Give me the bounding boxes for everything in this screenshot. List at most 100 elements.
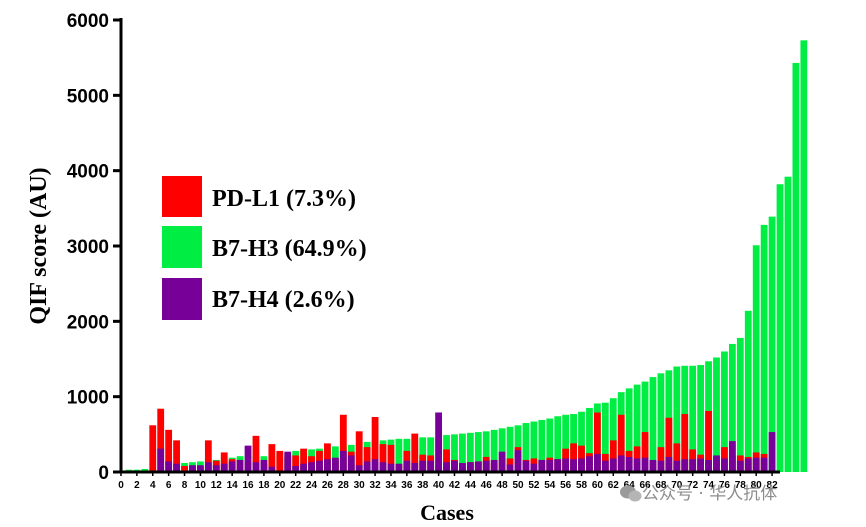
x-tick-label-70: 70: [671, 480, 683, 491]
bar-b7-h4-case-77: [728, 441, 736, 472]
bar-pd-l1-case-4: [149, 425, 157, 472]
bar-b7-h4-case-47: [490, 459, 498, 472]
x-tick-label-22: 22: [290, 480, 302, 491]
x-tick-label-36: 36: [401, 480, 413, 491]
bar-b7-h3-case-47: [490, 429, 498, 472]
x-tick-label-72: 72: [687, 480, 699, 491]
x-tick-label-74: 74: [703, 480, 715, 491]
x-tick-label-4: 4: [150, 480, 156, 491]
bar-b7-h4-case-69: [665, 456, 673, 472]
x-tick-label-48: 48: [497, 480, 509, 491]
x-tick-label-76: 76: [719, 480, 731, 491]
x-tick-label-16: 16: [242, 480, 254, 491]
bar-b7-h3-case-51: [522, 423, 530, 472]
bar-pd-l1-case-37: [411, 433, 419, 472]
bar-b7-h4-case-21: [284, 451, 292, 472]
x-tick-label-60: 60: [592, 480, 604, 491]
x-tick-label-0: 0: [118, 480, 124, 491]
bar-b7-h4-case-52: [530, 463, 538, 472]
legend-swatch-b7-h3: [162, 226, 202, 268]
bar-b7-h3-case-54: [546, 418, 554, 472]
bar-b7-h4-case-68: [657, 460, 665, 472]
bar-b7-h4-case-79: [744, 458, 752, 472]
bar-b7-h4-case-61: [601, 460, 609, 472]
x-tick-label-28: 28: [338, 480, 350, 491]
bar-b7-h4-case-26: [324, 459, 331, 472]
bar-b7-h4-case-51: [522, 460, 530, 472]
x-axis-title: Cases: [420, 500, 474, 525]
bar-b7-h3-case-49: [506, 426, 514, 472]
bar-b7-h4-case-31: [363, 461, 371, 472]
bar-pd-l1-case-70: [673, 443, 681, 472]
y-tick-label-3000: 3000: [67, 237, 109, 258]
bar-b7-h3-case-76: [721, 351, 728, 472]
legend-swatch-pd-l1: [162, 176, 202, 217]
y-tick-label-0: 0: [98, 463, 109, 484]
bar-b7-h3-case-35: [395, 438, 403, 472]
x-tick-label-52: 52: [528, 480, 540, 491]
legend-label-b7-h4: B7-H4 (2.6%): [212, 287, 355, 313]
bar-b7-h4-case-11: [204, 462, 212, 472]
bar-b7-h3-case-64: [625, 388, 633, 472]
bar-pd-l1-case-19: [268, 444, 276, 472]
bar-b7-h4-case-44: [466, 462, 474, 472]
bar-b7-h4-case-12: [212, 465, 220, 472]
bar-b7-h4-case-17: [252, 462, 260, 472]
bar-b7-h4-case-54: [546, 459, 554, 472]
bar-pd-l1-case-69: [665, 417, 673, 472]
bar-pd-l1-case-66: [641, 432, 649, 472]
x-tick-label-56: 56: [560, 480, 572, 491]
bar-b7-h4-case-63: [617, 455, 625, 472]
x-tick-label-40: 40: [433, 480, 445, 491]
x-tick-label-18: 18: [258, 480, 270, 491]
x-tick-label-64: 64: [624, 480, 636, 491]
bar-b7-h3-case-83: [776, 184, 784, 473]
bar-b7-h3-case-79: [744, 310, 752, 472]
y-axis-title: QIF score (AU): [26, 167, 52, 324]
bar-pd-l1-case-33: [379, 444, 387, 472]
bar-b7-h4-case-38: [419, 460, 427, 472]
bar-b7-h3-case-78: [736, 337, 744, 472]
y-tick-label-4000: 4000: [67, 162, 109, 183]
y-tick-label-6000: 6000: [67, 11, 109, 32]
bar-pd-l1-case-71: [681, 413, 689, 472]
x-tick-label-14: 14: [227, 480, 239, 491]
x-tick-label-26: 26: [322, 480, 334, 491]
bar-b7-h4-case-45: [474, 461, 482, 472]
bar-b7-h4-case-15: [236, 459, 244, 472]
bar-b7-h4-case-25: [316, 460, 323, 472]
bar-b7-h3-case-57: [570, 413, 577, 472]
bar-b7-h3-case-39: [427, 437, 435, 472]
x-tick-label-62: 62: [608, 480, 620, 491]
x-tick-label-24: 24: [306, 480, 318, 491]
bar-b7-h4-case-65: [633, 458, 641, 472]
bar-b7-h4-case-42: [451, 460, 458, 472]
bar-b7-h4-case-50: [514, 450, 522, 472]
legend-swatch-b7-h4: [162, 278, 202, 320]
legend: PD-L1 (7.3%) B7-H3 (64.9%) B7-H4 (2.6%): [162, 176, 367, 320]
bar-b7-h4-case-55: [554, 459, 562, 472]
bar-b7-h4-case-18: [260, 459, 268, 472]
watermark-text: 公众号 · 华人抗体: [642, 484, 777, 504]
bar-b7-h4-case-75: [713, 455, 720, 472]
bar-b7-h3-case-70: [673, 366, 681, 472]
x-tick-label-10: 10: [195, 480, 207, 491]
bar-b7-h4-case-22: [292, 465, 300, 472]
y-tick-label-1000: 1000: [67, 388, 109, 409]
bar-b7-h3-case-44: [466, 432, 474, 472]
bar-b7-h4-case-40: [435, 412, 442, 472]
bar-b7-h4-case-30: [355, 465, 363, 472]
x-tick-label-30: 30: [354, 480, 366, 491]
bar-pd-l1-case-17: [252, 435, 260, 472]
x-tick-label-82: 82: [767, 480, 779, 491]
bar-b7-h3-case-84: [784, 176, 792, 472]
bar-b7-h3-case-66: [641, 381, 649, 472]
y-tick-label-5000: 5000: [67, 86, 109, 107]
bar-b7-h4-case-43: [459, 462, 466, 472]
bar-b7-h4-case-48: [498, 451, 506, 472]
bar-b7-h3-case-48: [498, 428, 506, 472]
bar-b7-h4-case-23: [300, 463, 308, 472]
bar-b7-h4-case-67: [649, 459, 657, 472]
bar-b7-h4-case-76: [721, 458, 728, 472]
